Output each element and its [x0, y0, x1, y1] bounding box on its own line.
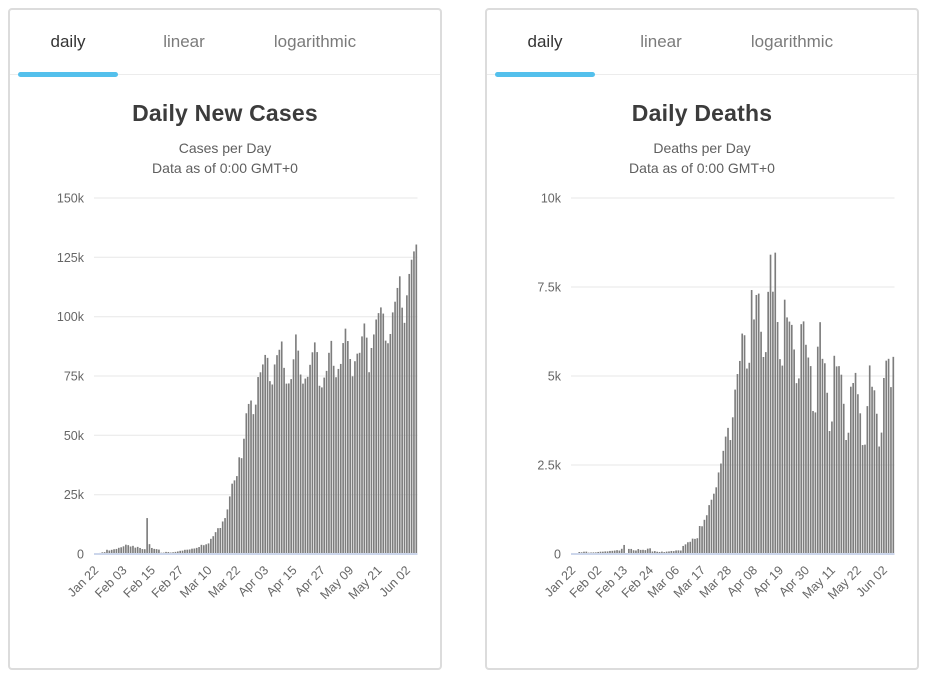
deaths-tabs: daily linear logarithmic: [487, 10, 917, 77]
cases-panel: daily linear logarithmic Daily New Cases…: [8, 8, 442, 670]
deaths-chart-subtitle: Deaths per Day Data as of 0:00 GMT+0: [487, 138, 917, 178]
cases-subtitle-line2: Data as of 0:00 GMT+0: [152, 160, 298, 176]
svg-text:100k: 100k: [57, 310, 85, 324]
cases-tabs: daily linear logarithmic: [10, 10, 440, 77]
svg-text:0: 0: [77, 548, 84, 562]
svg-text:75k: 75k: [64, 370, 85, 384]
svg-text:Mar 22: Mar 22: [206, 563, 243, 600]
svg-text:25k: 25k: [64, 488, 85, 502]
svg-text:Jun 02: Jun 02: [377, 563, 413, 599]
svg-text:50k: 50k: [64, 429, 85, 443]
cases-chart-title: Daily New Cases: [132, 100, 318, 126]
deaths-subtitle-line2: Data as of 0:00 GMT+0: [629, 160, 775, 176]
svg-text:10k: 10k: [541, 192, 562, 206]
svg-text:7.5k: 7.5k: [537, 281, 561, 295]
tab-linear[interactable]: linear: [640, 32, 682, 51]
svg-text:0: 0: [554, 548, 561, 562]
svg-text:125k: 125k: [57, 251, 85, 265]
tab-linear[interactable]: linear: [163, 32, 205, 51]
deaths-subtitle-line1: Deaths per Day: [653, 140, 751, 156]
svg-text:5k: 5k: [548, 370, 562, 384]
cases-chart-subtitle: Cases per Day Data as of 0:00 GMT+0: [10, 138, 440, 178]
tab-daily[interactable]: daily: [495, 10, 595, 77]
deaths-panel: daily linear logarithmic Daily Deaths De…: [485, 8, 919, 670]
svg-text:150k: 150k: [57, 192, 85, 206]
svg-text:Apr 15: Apr 15: [264, 563, 300, 599]
cases-subtitle-line1: Cases per Day: [178, 140, 272, 156]
svg-text:2.5k: 2.5k: [537, 459, 561, 473]
tab-logarithmic[interactable]: logarithmic: [750, 32, 834, 51]
tab-logarithmic[interactable]: logarithmic: [273, 32, 357, 51]
svg-text:Apr 03: Apr 03: [235, 563, 271, 599]
tab-daily[interactable]: daily: [18, 10, 118, 77]
deaths-chart-title: Daily Deaths: [631, 100, 773, 126]
